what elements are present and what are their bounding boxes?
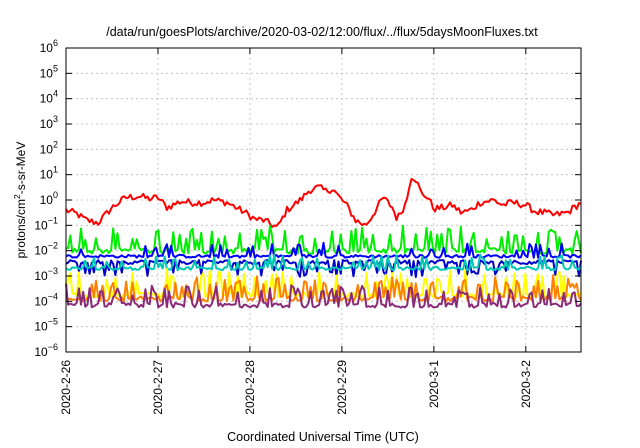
- series-line: [65, 283, 582, 309]
- y-tick-label: 10−3: [34, 266, 58, 283]
- y-tick-exponent: 2: [53, 139, 58, 149]
- y-tick-base: 10: [40, 117, 54, 131]
- y-tick-base: 10: [40, 92, 54, 106]
- series-line: [65, 241, 582, 259]
- y-tick-label: 10−6: [34, 342, 58, 359]
- x-tick-label: 2020-2-28: [243, 360, 257, 415]
- y-tick-label: 103: [40, 114, 58, 131]
- x-tick-label: 2020-3-2: [519, 360, 533, 408]
- y-tick-exponent: 1: [53, 165, 58, 175]
- y-ticks: 10−610−510−410−310−210−11001011021031041…: [34, 38, 581, 359]
- series-line: [65, 259, 582, 278]
- series-line: [65, 253, 582, 272]
- y-tick-exponent: −1: [48, 215, 58, 225]
- series-line: [65, 224, 582, 255]
- series-layer: [65, 177, 582, 309]
- y-tick-exponent: 4: [53, 89, 58, 99]
- x-tick-label: 2020-2-27: [151, 360, 165, 415]
- y-tick-exponent: −5: [48, 317, 58, 327]
- y-axis-label-sup: 2: [12, 194, 22, 199]
- y-tick-base: 10: [40, 66, 54, 80]
- y-tick-label: 10−2: [34, 241, 58, 258]
- y-tick-exponent: 5: [53, 63, 58, 73]
- y-axis-label: protons/cm2-s-sr-MeV: [12, 142, 28, 259]
- y-tick-base: 10: [34, 320, 48, 334]
- y-tick-label: 10−1: [34, 215, 58, 232]
- y-tick-label: 10−4: [34, 291, 58, 308]
- y-tick-label: 106: [40, 38, 58, 55]
- y-tick-exponent: −2: [48, 241, 58, 251]
- y-tick-base: 10: [40, 193, 54, 207]
- series-line: [65, 177, 582, 228]
- y-tick-base: 10: [34, 218, 48, 232]
- chart-title: /data/run/goesPlots/archive/2020-03-02/1…: [106, 25, 538, 39]
- y-tick-base: 10: [40, 41, 54, 55]
- y-tick-label: 105: [40, 63, 58, 80]
- y-tick-label: 100: [40, 190, 58, 207]
- y-tick-base: 10: [40, 168, 54, 182]
- y-axis-label-main: protons/cm: [14, 199, 28, 258]
- y-tick-label: 101: [40, 165, 58, 182]
- x-tick-label: 2020-2-26: [59, 360, 73, 415]
- y-tick-base: 10: [34, 294, 48, 308]
- y-tick-exponent: 6: [53, 38, 58, 48]
- x-axis-label: Coordinated Universal Time (UTC): [227, 430, 419, 444]
- y-tick-label: 10−5: [34, 317, 58, 334]
- y-tick-exponent: 3: [53, 114, 58, 124]
- y-tick-label: 102: [40, 139, 58, 156]
- x-tick-label: 2020-2-29: [335, 360, 349, 415]
- y-tick-exponent: 0: [53, 190, 58, 200]
- y-tick-base: 10: [34, 269, 48, 283]
- x-tick-label: 2020-3-1: [427, 360, 441, 408]
- y-tick-base: 10: [40, 142, 54, 156]
- x-ticks: 2020-2-26 2020-2-27 2020-2-28 2020-2-29 2020…: [59, 48, 533, 415]
- y-axis-label-rest: -s-sr-MeV: [14, 142, 28, 195]
- series-line: [65, 274, 582, 303]
- y-tick-base: 10: [34, 244, 48, 258]
- y-tick-label: 104: [40, 89, 58, 106]
- y-tick-base: 10: [34, 345, 48, 359]
- y-tick-exponent: −6: [48, 342, 58, 352]
- y-tick-exponent: −4: [48, 291, 58, 301]
- y-tick-exponent: −3: [48, 266, 58, 276]
